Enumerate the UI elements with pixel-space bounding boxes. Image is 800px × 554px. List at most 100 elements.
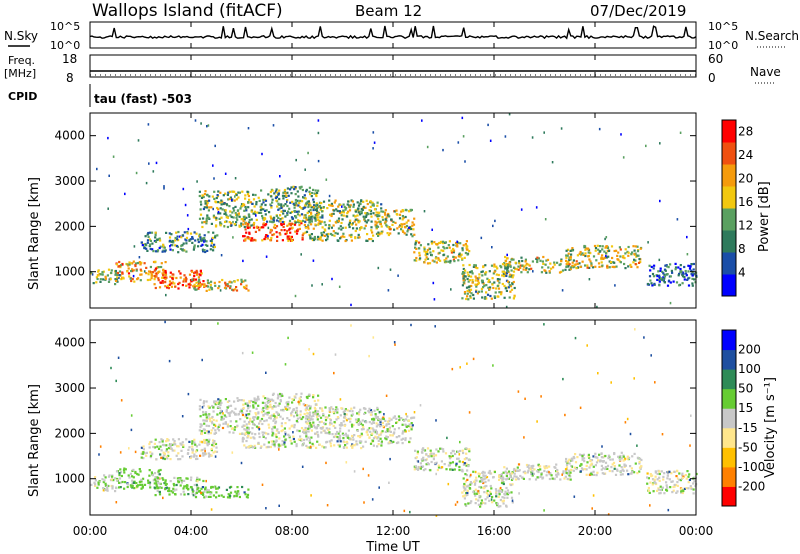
echo-cell [650,282,653,285]
echo-cell [432,458,435,461]
freq-tick-bottom: 8 [66,71,74,85]
echo-cell [325,233,328,236]
echo-cell [566,262,569,265]
x-tick-label: 20:00 [578,524,613,538]
echo-cell [350,235,353,239]
echo-cell [143,262,146,265]
echo-cell [466,362,468,365]
echo-cell [289,238,292,241]
echo-cell [630,252,633,256]
echo-cell [372,437,376,440]
echo-cell [471,278,474,282]
echo-cell [276,412,280,415]
echo-cell [187,448,190,451]
echo-cell [360,207,363,211]
echo-cell [652,275,656,278]
echo-cell [199,440,202,443]
echo-cell [202,401,205,404]
echo-cell [364,212,367,215]
echo-cell [477,492,480,495]
echo-cell [579,470,582,473]
echo-cell [284,405,287,409]
echo-cell [204,202,207,205]
echo-cell [464,243,467,246]
echo-cell [262,222,265,225]
echo-cell [485,297,488,300]
echo-cell [158,441,161,444]
echo-cell [260,226,263,229]
echo-cell [441,242,445,245]
echo-cell [251,239,254,242]
echo-cell [263,237,266,241]
echo-cell [284,203,287,206]
echo-cell [272,220,275,223]
echo-cell [474,502,477,505]
echo-cell [623,458,626,461]
echo-cell [536,256,539,259]
echo-cell [206,444,209,447]
echo-cell [217,208,220,211]
echo-cell [294,215,297,218]
echo-cell [489,286,492,289]
echo-cell [537,257,540,260]
echo-cell [504,287,507,290]
echo-cell [573,457,576,460]
echo-cell [355,227,358,230]
echo-cell [281,417,284,420]
echo-cell [303,194,306,197]
echo-cell [135,269,138,272]
echo-cell [497,489,501,492]
echo-cell [362,215,365,218]
echo-cell [613,261,616,264]
echo-cell [589,459,592,462]
echo-cell [626,457,629,460]
echo-cell [368,421,371,424]
echo-cell [289,231,292,234]
echo-cell [200,431,204,434]
echo-cell [148,238,151,241]
echo-cell [99,278,102,281]
echo-cell [380,444,383,447]
echo-cell [134,264,137,268]
echo-cell [372,444,375,447]
echo-cell [213,423,216,426]
echo-cell [279,392,282,396]
echo-cell [201,406,204,409]
echo-cell [545,271,548,274]
echo-cell [180,443,183,446]
echo-cell [536,470,539,473]
echo-cell [468,263,471,267]
power-panel-bg [90,113,696,308]
echo-cell [129,472,132,475]
echo-cell [492,364,494,367]
echo-cell [279,233,282,236]
echo-cell [277,404,280,407]
echo-cell [520,271,523,274]
echo-cell [548,270,551,273]
echo-cell [247,435,250,438]
echo-cell [373,418,376,421]
echo-cell [118,486,121,489]
echo-cell [270,236,273,240]
echo-cell [502,499,505,502]
echo-cell [322,412,325,416]
echo-cell [226,225,229,229]
echo-cell [633,471,636,474]
echo-cell [369,209,373,212]
echo-cell [245,429,248,432]
echo-cell [496,278,499,281]
echo-cell [339,414,342,417]
echo-cell [513,475,516,478]
echo-cell [336,435,339,439]
echo-cell [175,454,178,457]
echo-cell [137,277,140,280]
echo-cell [357,423,360,426]
echo-cell [667,508,670,512]
echo-cell [103,474,106,477]
echo-cell [304,426,307,430]
echo-cell [479,505,482,508]
echo-cell [148,483,151,486]
echo-cell [503,496,506,499]
echo-cell [544,263,547,266]
echo-cell [228,496,231,499]
